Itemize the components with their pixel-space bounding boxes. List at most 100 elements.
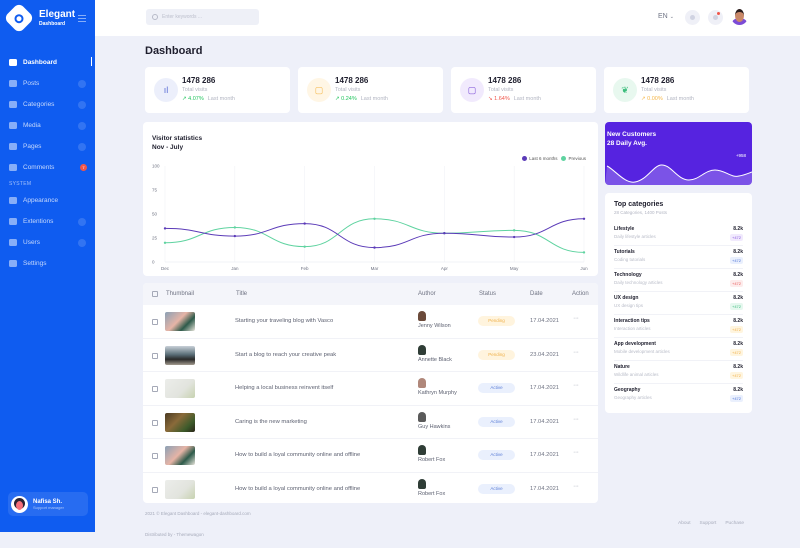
more-actions-icon[interactable]: ··· [573,415,579,423]
category-item[interactable]: Lifestyle Daily lifestyle articles 8.2k +47… [614,223,743,246]
more-actions-icon[interactable]: ··· [573,315,579,322]
footer-link-purchase[interactable]: Puchase [725,521,745,526]
gear-icon [9,260,17,267]
chevron-down-icon[interactable] [78,100,86,109]
table-row[interactable]: Starting your traveling blog with Vasco J… [143,305,598,339]
comments-count-badge: 7 [80,164,87,171]
search-input[interactable] [162,14,252,20]
sidebar-item-appearance[interactable]: Appearance [0,190,95,211]
more-actions-icon[interactable]: ··· [573,382,579,389]
avatar [418,378,426,388]
table-row[interactable]: Helping a local business reinvent itself… [143,372,598,406]
home-icon [9,59,17,66]
category-description: Mobile development articles [614,349,670,354]
sidebar-item-media[interactable]: Media [0,115,95,136]
row-checkbox[interactable] [152,486,158,493]
svg-text:0: 0 [152,260,155,265]
more-actions-icon[interactable]: ··· [573,348,579,356]
column-action[interactable]: Action [572,291,589,297]
category-description: Daily lifestyle articles [614,234,656,239]
table-row[interactable]: How to build a loyal community online an… [143,439,598,473]
more-actions-icon[interactable]: ··· [573,482,579,490]
post-title[interactable]: Caring is the new marketing [235,418,307,425]
sidebar-item-posts[interactable]: Posts [0,73,95,94]
post-date: 17.04.2021 [530,385,560,391]
post-title[interactable]: How to build a loyal community online an… [235,485,361,492]
category-value: 8.2k [733,387,743,393]
theme-toggle-button[interactable] [685,10,700,25]
sidebar-item-comments[interactable]: Comments 7 [0,157,95,178]
row-checkbox[interactable] [152,352,158,359]
category-item[interactable]: Interaction tips Interaction articles 8.2k… [614,315,743,338]
category-name: App development [614,341,656,347]
post-title[interactable]: How to build a loyal community online an… [235,452,361,458]
post-date: 23.04.2021 [530,351,560,358]
copyright: 2021 © Elegant Dashboard - elegant-dashb… [145,511,251,516]
sidebar-item-settings[interactable]: Settings [0,253,95,274]
category-badge: +472 [729,257,743,264]
collapse-menu-icon[interactable] [78,15,86,22]
chevron-down-icon[interactable] [78,142,86,151]
sidebar-item-pages[interactable]: Pages [0,136,95,157]
sidebar-item-label: Settings [23,260,47,267]
footer-link-support[interactable]: Support [699,521,717,526]
post-thumbnail[interactable] [165,446,195,465]
category-item[interactable]: Tutorials Coding tutorials 8.2k +472 [614,246,743,269]
avatar[interactable] [731,8,748,25]
post-thumbnail[interactable] [165,479,195,499]
post-thumbnail[interactable] [165,312,195,331]
post-thumbnail[interactable] [165,345,195,365]
column-author[interactable]: Author [418,291,436,297]
column-date[interactable]: Date [530,291,543,297]
status-badge: Active [478,416,515,427]
legend-item[interactable]: Previous [561,156,586,162]
user-profile-card[interactable]: Nafisa Sh. Support manager [8,492,88,516]
category-badge: +472 [729,395,743,402]
post-author: Robert Fox [418,478,445,497]
row-checkbox[interactable] [152,453,158,459]
search-box[interactable] [146,9,259,25]
sidebar-item-extentions[interactable]: Extentions [0,211,95,232]
select-all-checkbox[interactable] [152,291,158,297]
category-item[interactable]: Nature Wildlife animal articles 8.2k +472 [614,361,743,384]
chevron-down-icon[interactable] [78,238,86,247]
chart-title: Visitor statistics Nov - July [152,135,203,151]
category-description: Interaction articles [614,326,651,331]
column-status[interactable]: Status [479,291,497,297]
chevron-down-icon[interactable] [78,79,86,88]
table-row[interactable]: Caring is the new marketing Guy Hawkins Ac… [143,406,598,439]
table-row[interactable]: Start a blog to reach your creative peak… [143,339,598,372]
column-thumbnail[interactable]: Thumbnail [166,291,195,297]
sidebar: Elegant Dashboard Dashboard Posts Catego… [0,0,95,532]
table-row[interactable]: How to build a loyal community online an… [143,473,598,504]
category-item[interactable]: App development Mobile development articl… [614,338,743,361]
category-description: Daily technology articles [614,280,663,285]
chevron-down-icon[interactable] [78,121,86,130]
post-thumbnail[interactable] [165,412,195,432]
trend-down-icon: ↘ [488,96,495,102]
sidebar-item-users[interactable]: Users [0,232,95,253]
legend-item[interactable]: Last 6 months [522,156,557,162]
category-item[interactable]: Geography Geography articles 8.2k +472 [614,384,743,407]
row-checkbox[interactable] [152,319,158,325]
post-title[interactable]: Helping a local business reinvent itself [235,385,334,391]
post-title[interactable]: Start a blog to reach your creative peak [235,351,337,358]
row-checkbox[interactable] [152,386,158,392]
post-thumbnail[interactable] [165,379,195,398]
category-item[interactable]: Technology Daily technology articles 8.2k +… [614,269,743,292]
brand[interactable]: Elegant Dashboard [3,2,75,34]
chevron-down-icon[interactable] [78,217,86,226]
column-title[interactable]: Title [236,291,248,297]
stat-label: Total visits [335,87,361,93]
language-select[interactable]: EN ⌄ [658,13,674,20]
category-value: 8.2k [733,226,743,232]
category-item[interactable]: UX design UX design tips 8.2k +472 [614,292,743,315]
footer-link-about[interactable]: About [678,521,691,526]
post-title[interactable]: Starting your traveling blog with Vasco [235,318,334,324]
more-actions-icon[interactable]: ··· [573,449,579,456]
notifications-button[interactable] [708,10,723,25]
sidebar-item-categories[interactable]: Categories [0,94,95,115]
category-description: UX design tips [614,303,644,308]
sidebar-item-dashboard[interactable]: Dashboard [0,52,95,73]
row-checkbox[interactable] [152,419,158,426]
